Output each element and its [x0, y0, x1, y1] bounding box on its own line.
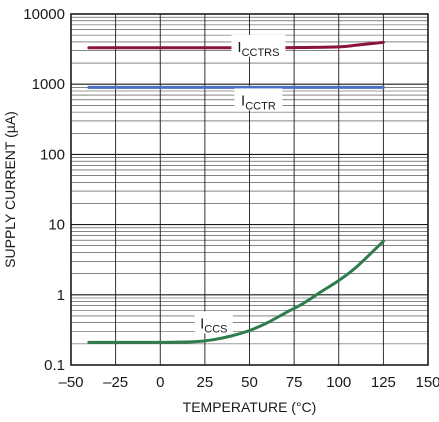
series-label-cctrs: ICCTRS: [237, 39, 279, 59]
series-line-ccs: [87, 239, 385, 344]
x-tick-label: 0: [156, 374, 164, 391]
x-tick-label: –50: [58, 374, 83, 391]
y-tick-label: 1: [57, 287, 65, 304]
x-axis-title: TEMPERATURE (°C): [183, 399, 317, 415]
x-tick-label: 75: [286, 374, 303, 391]
y-tick-labels: 0.1 1 10 100 1000 10000: [23, 6, 65, 374]
x-tick-label: –25: [103, 374, 128, 391]
x-tick-labels: –50 –25 0 25 50 75 100 125 150: [58, 374, 439, 391]
series-labels: ICCTRS ICCTR ICCS: [194, 34, 286, 335]
x-tick-label: 25: [197, 374, 214, 391]
y-tick-label: 10: [48, 217, 65, 234]
y-axis-title: SUPPLY CURRENT (µA): [2, 111, 18, 268]
series-lines: [87, 40, 385, 344]
y-tick-label: 10000: [23, 6, 65, 23]
x-tick-label: 50: [241, 374, 258, 391]
y-tick-label: 1000: [32, 76, 65, 93]
y-tick-label: 100: [40, 146, 65, 163]
plot-frame: [70, 13, 429, 366]
y-tick-label: 0.1: [44, 357, 65, 374]
series-label-ccs: ICCS: [200, 315, 227, 335]
major-grid: [70, 13, 429, 366]
x-tick-label: 125: [371, 374, 396, 391]
x-tick-label: 150: [415, 374, 439, 391]
series-label-cctr: ICCTR: [241, 92, 276, 112]
series-label-bg: [231, 34, 286, 57]
x-tick-label: 100: [326, 374, 351, 391]
series-label-bg: [234, 88, 283, 111]
series-label-bg: [194, 311, 233, 334]
